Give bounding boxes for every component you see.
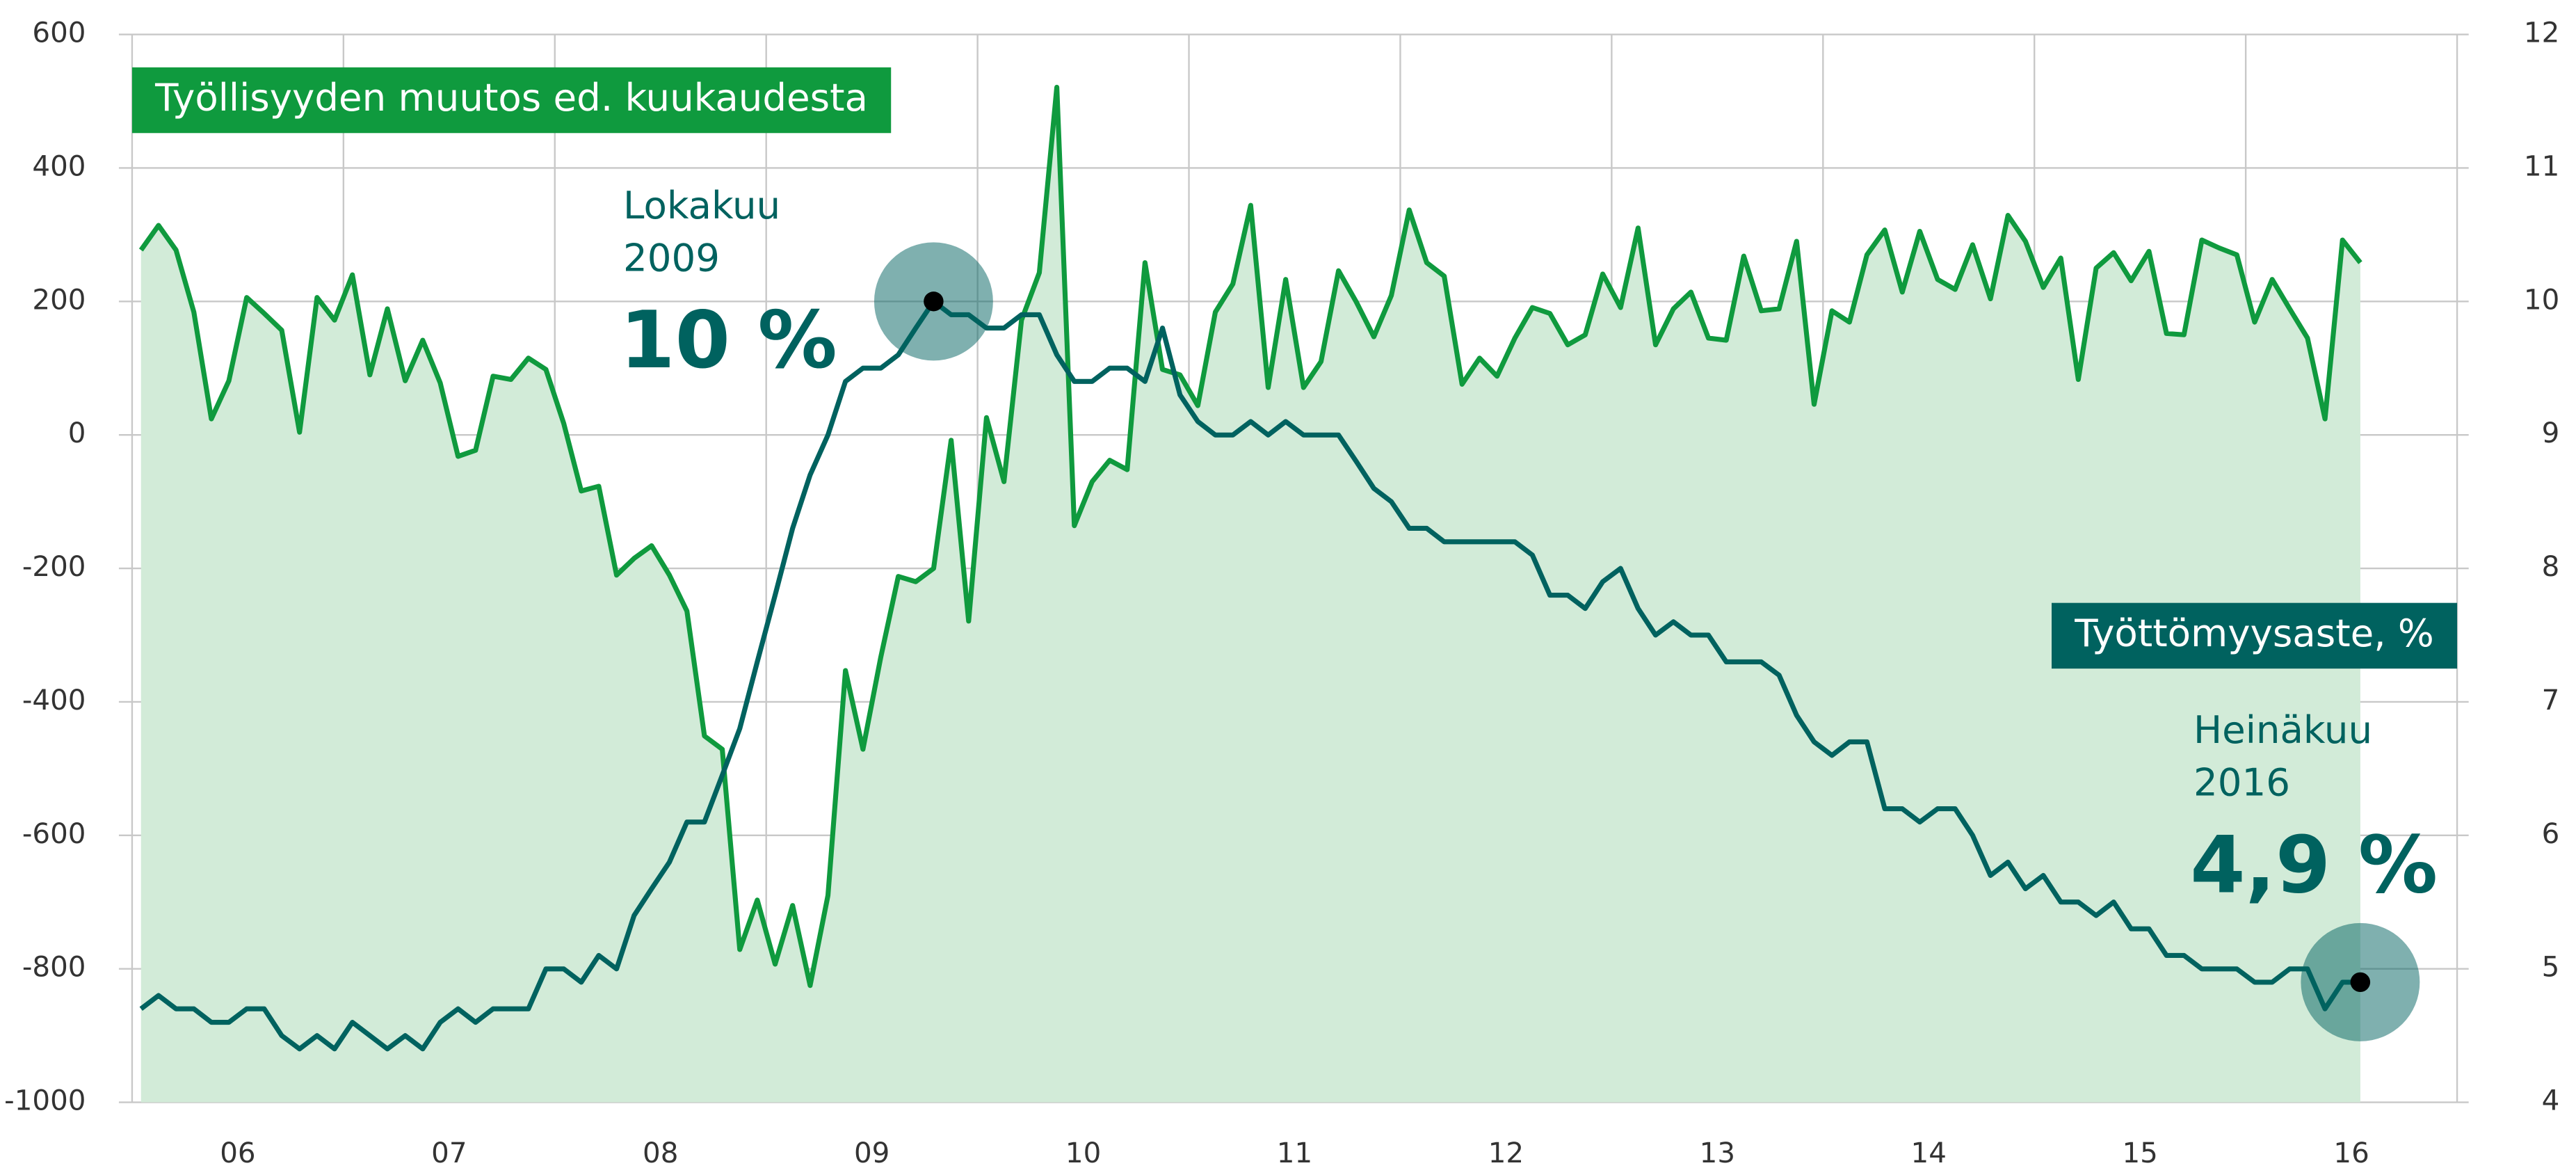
y-tick-label: -1000 bbox=[4, 1085, 86, 1117]
y2-tick-label: 12 bbox=[2524, 17, 2559, 49]
x-tick-label: 12 bbox=[1488, 1137, 1524, 1168]
y2-tick-label: 11 bbox=[2524, 151, 2559, 183]
legend-label: Työllisyyden muutos ed. kuukaudesta bbox=[154, 75, 868, 120]
legend-box bbox=[131, 67, 892, 134]
annotation-text: Heinäkuu bbox=[2193, 707, 2372, 752]
y2-tick-label: 4 bbox=[2542, 1085, 2560, 1117]
x-tick-label: 16 bbox=[2333, 1137, 2369, 1168]
y-tick-label: 600 bbox=[32, 17, 86, 49]
series-line bbox=[138, 84, 2362, 989]
annotation-text: Lokakuu bbox=[623, 183, 780, 227]
plot bbox=[138, 84, 2362, 1103]
y2-tick-label: 7 bbox=[2542, 685, 2560, 717]
x-tick-label: 08 bbox=[643, 1137, 678, 1168]
y2-tick-label: 5 bbox=[2542, 952, 2560, 984]
x-tick-label: 07 bbox=[431, 1137, 467, 1168]
y-tick-label: -200 bbox=[22, 551, 86, 583]
annotation-value: 4,9 % bbox=[2190, 819, 2438, 911]
x-tick-label: 10 bbox=[1065, 1137, 1101, 1168]
area bbox=[140, 87, 2360, 1103]
y-tick-label: 0 bbox=[68, 417, 86, 449]
y-tick-label: -600 bbox=[22, 818, 86, 850]
y-tick-label: 200 bbox=[32, 284, 86, 316]
annotation-text: 2016 bbox=[2193, 760, 2290, 805]
annotation-text: 2009 bbox=[623, 236, 720, 280]
x-tick-label: 11 bbox=[1277, 1137, 1312, 1168]
highlight-dot bbox=[2350, 972, 2371, 993]
y-tick-label: -400 bbox=[22, 685, 86, 717]
x-tick-label: 15 bbox=[2122, 1137, 2157, 1168]
y2-tick-label: 9 bbox=[2542, 417, 2560, 449]
y2-tick-label: 8 bbox=[2542, 551, 2560, 583]
legend-box bbox=[2052, 602, 2458, 669]
legend-label: Työttömyysaste, % bbox=[2074, 611, 2434, 655]
y2-tick-label: 6 bbox=[2542, 818, 2560, 850]
y-tick-label: 400 bbox=[32, 151, 86, 183]
highlight-dot bbox=[924, 291, 944, 312]
annotation-value: 10 % bbox=[620, 294, 837, 387]
y2-tick-label: 10 bbox=[2524, 284, 2559, 316]
x-tick-label: 06 bbox=[220, 1137, 255, 1168]
series-line bbox=[139, 298, 2360, 1052]
x-tick-label: 14 bbox=[1911, 1137, 1947, 1168]
x-tick-label: 13 bbox=[1700, 1137, 1735, 1168]
y-tick-label: -800 bbox=[22, 952, 86, 984]
x-tick-label: 09 bbox=[854, 1137, 889, 1168]
overlay: Työllisyyden muutos ed. kuukaudesta Tyött… bbox=[131, 67, 2458, 1041]
